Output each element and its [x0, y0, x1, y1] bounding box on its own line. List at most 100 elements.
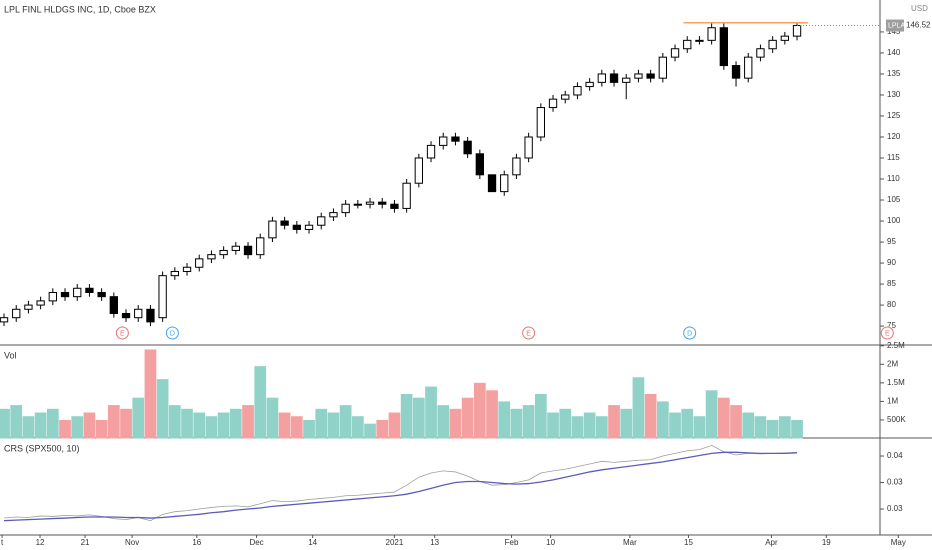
candle-body [744, 56, 753, 79]
y-tick-label: 2M [887, 359, 898, 368]
volume-bar [132, 397, 145, 439]
volume-bar [144, 349, 157, 439]
volume-bar [681, 408, 694, 439]
event-label: E [885, 330, 890, 337]
x-tick-label: Dec [249, 538, 263, 547]
y-tick-label: 0.03 [887, 504, 903, 513]
candle-body [97, 291, 106, 298]
candle-body [219, 249, 228, 256]
x-tick-label: 13 [430, 538, 439, 547]
candle-body [561, 94, 570, 100]
volume-bar [168, 405, 181, 439]
x-tick-label: t [1, 538, 4, 547]
y-tick-label: 0.04 [887, 451, 903, 460]
candle-body [768, 39, 777, 50]
volume-bar [449, 408, 462, 439]
y-tick-label: 0.03 [887, 478, 903, 487]
x-tick-label: May [891, 538, 906, 547]
candle-body [304, 224, 314, 230]
candle-body [731, 65, 741, 79]
volume-bar [290, 416, 303, 439]
volume-bar [120, 408, 132, 439]
candle-body [292, 224, 301, 230]
volume-bar [754, 416, 767, 439]
candle-body [36, 300, 45, 306]
candle-body [512, 157, 521, 176]
volume-bar [437, 405, 450, 439]
volume-bar [254, 366, 267, 439]
candle-body [756, 48, 765, 58]
candle-body [658, 56, 667, 79]
volume-bar [205, 416, 218, 439]
candle-body [573, 86, 582, 96]
volume-bar [510, 408, 523, 439]
candle-body [268, 220, 277, 239]
crs-line [3, 451, 798, 522]
candle-body [317, 216, 326, 226]
y-tick-label: 100 [887, 216, 901, 225]
volume-bar [156, 379, 169, 439]
candle-body [378, 201, 387, 205]
candle-body [341, 203, 350, 214]
unit-label: USD [911, 4, 928, 13]
volume-bar [400, 393, 413, 439]
event-label: E [526, 330, 531, 337]
candle-body [622, 77, 631, 83]
candle-body [146, 308, 155, 323]
candle-body [670, 48, 680, 58]
volume-bar [83, 412, 96, 439]
x-tick-label: Mar [623, 538, 637, 547]
chart-title: LPL FINL HLDGS INC, 1D, Cboe BZX [4, 4, 156, 14]
candle-body [402, 182, 411, 209]
candle-body [585, 81, 594, 88]
symbol-badge [886, 19, 904, 32]
volume-bar [46, 408, 59, 439]
volume-bar [327, 412, 340, 439]
y-tick-label: 115 [887, 153, 900, 162]
volume-bar [278, 412, 291, 439]
y-tick-label: 75 [887, 321, 896, 330]
volume-bar [620, 408, 633, 439]
volume-bar [473, 382, 486, 439]
candle-body [231, 245, 240, 251]
candle-body [170, 270, 179, 277]
candle-body [548, 98, 558, 109]
volume-bar [71, 416, 84, 439]
candle-body [780, 35, 789, 41]
event-marker [165, 326, 179, 340]
event-label: E [120, 330, 125, 337]
volume-bar [791, 419, 803, 439]
volume-bar [547, 412, 559, 439]
candle-body [256, 237, 265, 256]
event-label: D [687, 330, 692, 337]
volume-bar [34, 412, 47, 439]
candle-body [536, 107, 545, 138]
volume-bar [303, 419, 315, 439]
volume-bar [339, 405, 352, 439]
candle-body [500, 174, 509, 193]
volume-bar [461, 397, 474, 439]
y-tick-label: 110 [887, 174, 900, 183]
volume-bar [364, 423, 376, 439]
y-tick-label: 80 [887, 300, 896, 309]
volume-bar [376, 419, 389, 439]
event-marker [522, 326, 536, 340]
event-label: D [170, 330, 175, 337]
volume-bar [693, 416, 706, 439]
volume-bar [766, 419, 779, 439]
volume-bar [571, 416, 584, 439]
x-tick-label: 14 [308, 538, 317, 547]
candle-body [683, 39, 692, 50]
candle-body [597, 73, 606, 83]
candle-body [475, 153, 484, 176]
pane-title: CRS (SPX500, 10) [4, 443, 80, 453]
volume-bar [95, 419, 108, 439]
volume-bar [632, 377, 645, 439]
volume-bar [522, 405, 535, 439]
x-tick-label: 16 [192, 538, 201, 547]
candle-body [451, 136, 460, 142]
volume-bar [351, 416, 364, 439]
